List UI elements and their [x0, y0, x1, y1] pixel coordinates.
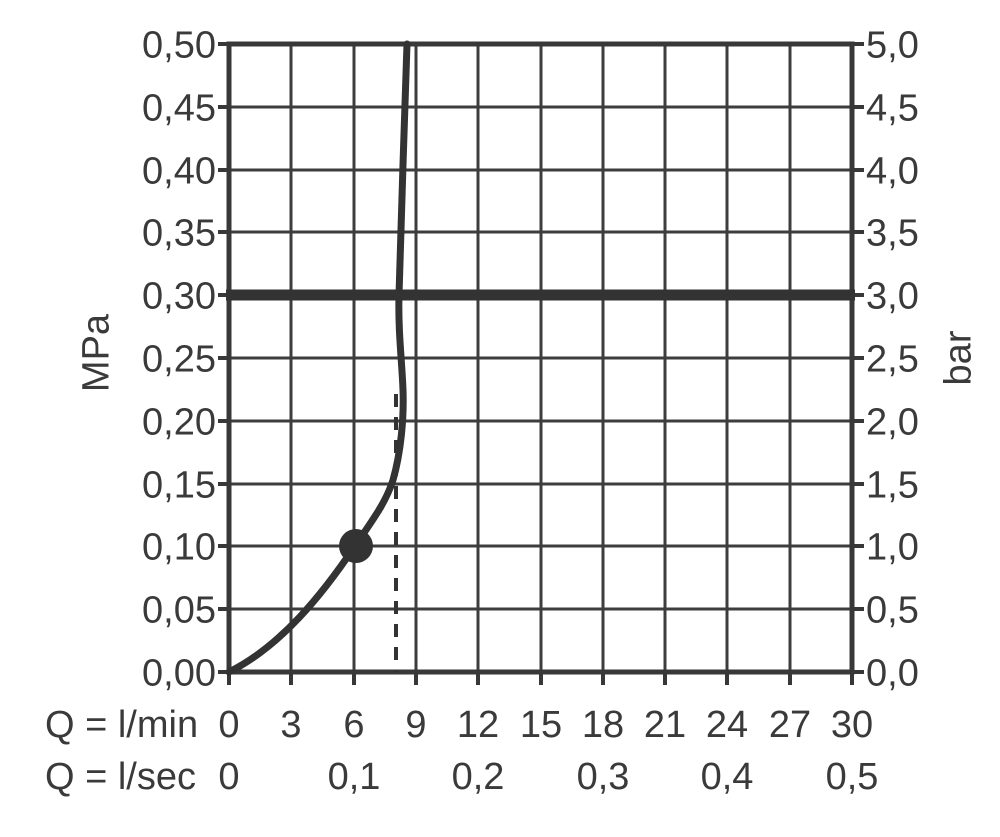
left-axis-title: MPa	[75, 313, 117, 392]
grid-horizontal-lines	[229, 105, 852, 611]
lmin-tick-label: 15	[520, 704, 562, 746]
mpa-tick-label: 0,45	[142, 87, 216, 129]
lmin-tick-label: 0	[218, 704, 239, 746]
lmin-tick-label: 24	[706, 704, 748, 746]
mpa-tick-label: 0,35	[142, 212, 216, 254]
bar-tick-label: 3,0	[866, 275, 919, 317]
flow-curve	[225, 40, 411, 676]
mpa-tick-label: 0,05	[142, 589, 216, 631]
bar-tick-label: 0,0	[866, 652, 919, 694]
mpa-tick-label: 0,10	[142, 526, 216, 568]
lsec-tick-label: 0,1	[328, 756, 381, 798]
bar-tick-label: 4,0	[866, 150, 919, 192]
chart-border	[226, 41, 855, 675]
lmin-tick-label: 12	[457, 704, 499, 746]
lmin-tick-label: 21	[644, 704, 686, 746]
lmin-tick-label: 3	[280, 704, 301, 746]
bar-tick-label: 4,5	[866, 87, 919, 129]
bar-tick-label: 2,5	[866, 338, 919, 380]
flow-rate-marker-dot	[339, 529, 373, 563]
mpa-tick-label: 0,25	[142, 338, 216, 380]
mpa-tick-label: 0,15	[142, 464, 216, 506]
lmin-tick-label: 9	[405, 704, 426, 746]
lsec-axis-title: Q = l/sec	[45, 756, 196, 798]
bar-tick-label: 1,0	[866, 526, 919, 568]
lmin-tick-label: 27	[769, 704, 811, 746]
lmin-tick-label: 6	[343, 704, 364, 746]
mpa-tick-label: 0,40	[142, 150, 216, 192]
mpa-tick-label: 0,00	[142, 652, 216, 694]
bar-tick-label: 2,0	[866, 401, 919, 443]
lmin-tick-label: 18	[582, 704, 624, 746]
bar-tick-label: 5,0	[866, 24, 919, 66]
mpa-tick-label: 0,20	[142, 401, 216, 443]
bar-tick-label: 0,5	[866, 589, 919, 631]
axis-ticks	[218, 42, 864, 685]
lsec-tick-label: 0	[218, 756, 239, 798]
left-axis-tick-labels: 0,50 0,45 0,40 0,35 0,30 0,25 0,20 0,15 …	[142, 24, 216, 694]
right-axis-title: bar	[937, 330, 979, 385]
mpa-tick-label: 0,50	[142, 24, 216, 66]
lmin-axis-tick-labels: 0 3 6 9 12 15 18 21 24 27 30	[218, 704, 873, 746]
lsec-tick-label: 0,3	[577, 756, 630, 798]
mpa-tick-label: 0,30	[142, 275, 216, 317]
bar-tick-label: 1,5	[866, 464, 919, 506]
lsec-tick-label: 0,2	[452, 756, 505, 798]
right-axis-tick-labels: 5,0 4,5 4,0 3,5 3,0 2,5 2,0 1,5 1,0 0,5 …	[866, 24, 919, 694]
bar-tick-label: 3,5	[866, 212, 919, 254]
lsec-tick-label: 0,5	[826, 756, 879, 798]
lsec-tick-label: 0,4	[701, 756, 754, 798]
lsec-axis-tick-labels: 0 0,1 0,2 0,3 0,4 0,5	[218, 756, 878, 798]
lmin-axis-title: Q = l/min	[45, 704, 198, 746]
lmin-tick-label: 30	[831, 704, 873, 746]
